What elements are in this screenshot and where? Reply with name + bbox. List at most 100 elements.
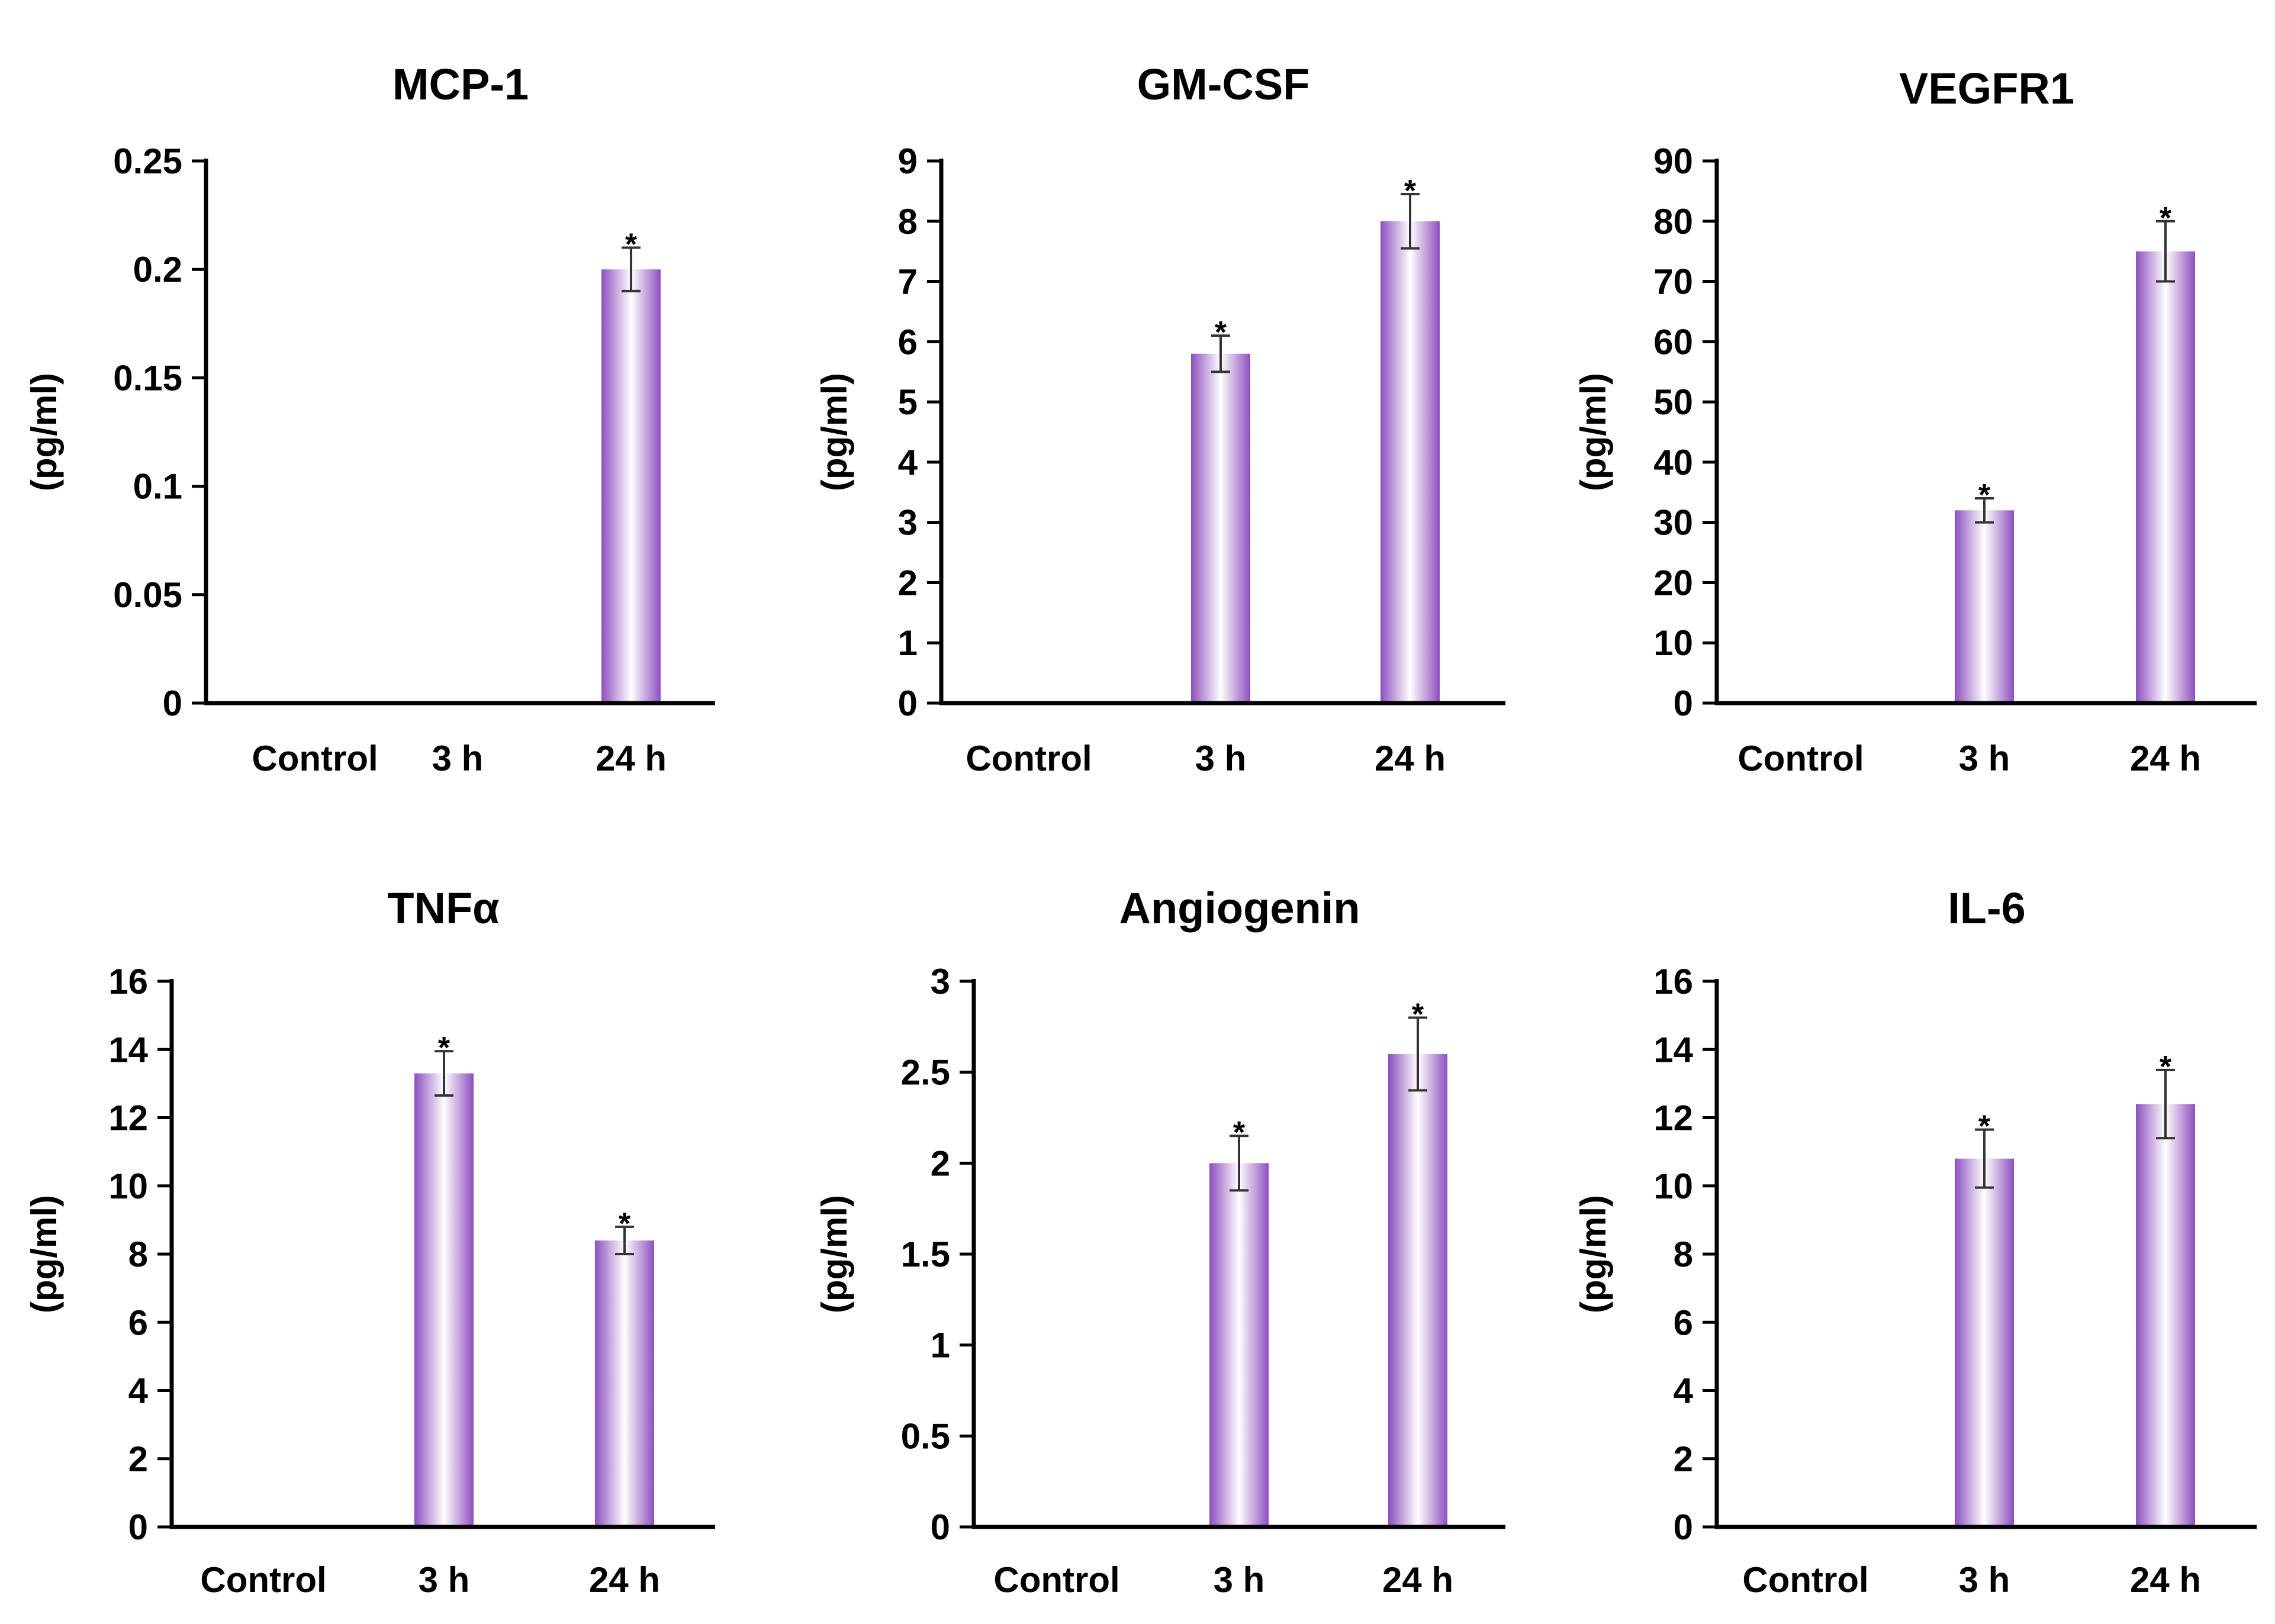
x-category-label: Control	[200, 1560, 326, 1600]
y-axis-label: (pg/ml)	[815, 1195, 854, 1313]
x-category-label: 3 h	[1959, 739, 2010, 778]
y-tick-label: 60	[1653, 322, 1693, 362]
y-tick-label: 20	[1653, 563, 1693, 602]
chart-title: VEGFR1	[1899, 64, 2074, 113]
y-tick-label: 12	[1653, 1098, 1693, 1138]
y-tick-label: 0.15	[113, 358, 182, 398]
y-tick-label: 4	[128, 1371, 149, 1411]
y-tick-label: 6	[898, 322, 918, 362]
significance-star: *	[2160, 201, 2172, 236]
y-tick-label: 8	[898, 202, 918, 241]
significance-star: *	[1233, 1116, 1246, 1150]
y-axis-label: (pg/ml)	[1573, 1195, 1613, 1313]
bar-3h	[1191, 353, 1250, 703]
x-category-label: 24 h	[2130, 1560, 2201, 1600]
x-category-label: 24 h	[589, 1560, 660, 1600]
y-tick-label: 2	[1674, 1439, 1693, 1479]
y-tick-label: 40	[1653, 443, 1693, 482]
chart-panel-6: IL-6 (pg/ml) 0 2 4 6 8 10 12 14 16 Control * 3 h * 24 h	[1573, 884, 2257, 1600]
bar-24h	[601, 269, 661, 703]
y-tick-label: 0.5	[901, 1416, 950, 1456]
x-category-label: 3 h	[1959, 1560, 2010, 1600]
x-category-label: 24 h	[1382, 1560, 1453, 1600]
y-axis-label: (pg/ml)	[24, 1195, 64, 1313]
x-category-label: Control	[993, 1560, 1119, 1600]
bar-24h	[1381, 221, 1440, 703]
y-tick-label: 8	[128, 1235, 148, 1274]
bar-3h	[1209, 1163, 1269, 1527]
y-tick-label: 0	[931, 1507, 950, 1547]
x-category-label: 3 h	[1195, 739, 1247, 778]
y-tick-label: 30	[1653, 503, 1693, 543]
y-tick-label: 3	[898, 503, 918, 543]
y-tick-label: 9	[898, 141, 918, 181]
y-tick-label: 0.1	[133, 467, 182, 507]
significance-star: *	[2160, 1050, 2172, 1084]
bar-24h	[2136, 1104, 2195, 1527]
y-tick-label: 0.2	[133, 250, 182, 289]
y-tick-label: 16	[1653, 962, 1693, 1001]
significance-star: *	[1404, 174, 1417, 208]
chart-panel-5: Angiogenin (pg/ml) 0 0.5 1 1.5 2 2.5 3 Control * 3 …	[815, 884, 1505, 1600]
x-category-label: Control	[966, 739, 1092, 778]
significance-star: *	[438, 1031, 451, 1065]
bar-24h	[1388, 1053, 1447, 1527]
significance-star: *	[1978, 1110, 1991, 1144]
bar-24h	[595, 1240, 654, 1527]
y-tick-label: 5	[898, 382, 918, 422]
y-tick-label: 8	[1674, 1235, 1693, 1274]
y-tick-label: 0.05	[113, 575, 182, 615]
y-tick-label: 4	[1674, 1371, 1694, 1411]
chart-panel-3: VEGFR1 (pg/ml) 0 10 20 30 40 50 60 70 80 90 Control *…	[1573, 64, 2257, 778]
y-tick-label: 1	[898, 623, 918, 663]
y-tick-label: 0	[898, 684, 918, 723]
y-tick-label: 10	[1653, 1167, 1693, 1206]
x-category-label: 24 h	[596, 739, 667, 778]
y-tick-label: 14	[1653, 1030, 1693, 1069]
x-category-label: Control	[252, 739, 378, 778]
y-tick-label: 10	[1653, 623, 1693, 663]
significance-star: *	[1412, 997, 1424, 1032]
y-tick-label: 6	[1674, 1303, 1693, 1342]
y-tick-label: 50	[1653, 382, 1693, 422]
y-tick-label: 12	[108, 1098, 148, 1138]
y-tick-label: 10	[108, 1167, 148, 1206]
x-category-label: 3 h	[1214, 1560, 1265, 1600]
y-axis-label: (pg/ml)	[24, 373, 64, 491]
significance-star: *	[625, 228, 638, 262]
y-tick-label: 2	[931, 1143, 950, 1183]
significance-star: *	[1978, 478, 1991, 513]
y-axis-label: (pg/ml)	[1573, 373, 1613, 491]
chart-title: MCP-1	[392, 60, 529, 109]
y-tick-label: 4	[898, 443, 918, 482]
y-axis-label: (pg/ml)	[815, 373, 854, 491]
y-tick-label: 14	[108, 1030, 148, 1069]
chart-title: IL-6	[1948, 884, 2026, 933]
x-category-label: 3 h	[419, 1560, 470, 1600]
significance-star: *	[1215, 315, 1227, 350]
chart-panel-2: GM-CSF (pg/ml) 0 1 2 3 4 5 6 7 8 9 Control * 3 h * 24 h	[815, 60, 1505, 778]
x-category-label: 24 h	[2130, 739, 2201, 778]
y-tick-label: 2	[898, 563, 918, 602]
y-tick-label: 0	[128, 1507, 148, 1547]
y-tick-label: 1	[931, 1326, 950, 1365]
y-tick-label: 3	[931, 962, 950, 1001]
x-category-label: 24 h	[1375, 739, 1446, 778]
y-tick-label: 70	[1653, 262, 1693, 302]
y-tick-label: 0	[1674, 1507, 1693, 1547]
bar-24h	[2136, 251, 2195, 704]
y-tick-label: 0	[1674, 684, 1693, 723]
y-tick-label: 80	[1653, 202, 1693, 241]
chart-panel-1: MCP-1 (pg/ml) 0 0.05 0.1 0.15 0.2 0.25 Control 3 …	[24, 60, 715, 778]
chart-title: GM-CSF	[1137, 60, 1310, 109]
bar-3h	[414, 1073, 474, 1527]
y-tick-label: 2.5	[901, 1053, 950, 1093]
x-category-label: 3 h	[432, 739, 484, 778]
y-tick-label: 1.5	[901, 1235, 950, 1274]
chart-title: Angiogenin	[1119, 884, 1360, 933]
x-category-label: Control	[1742, 1560, 1868, 1600]
y-tick-label: 0.25	[113, 141, 182, 181]
y-tick-label: 2	[128, 1439, 148, 1479]
chart-title: TNFα	[387, 884, 499, 933]
